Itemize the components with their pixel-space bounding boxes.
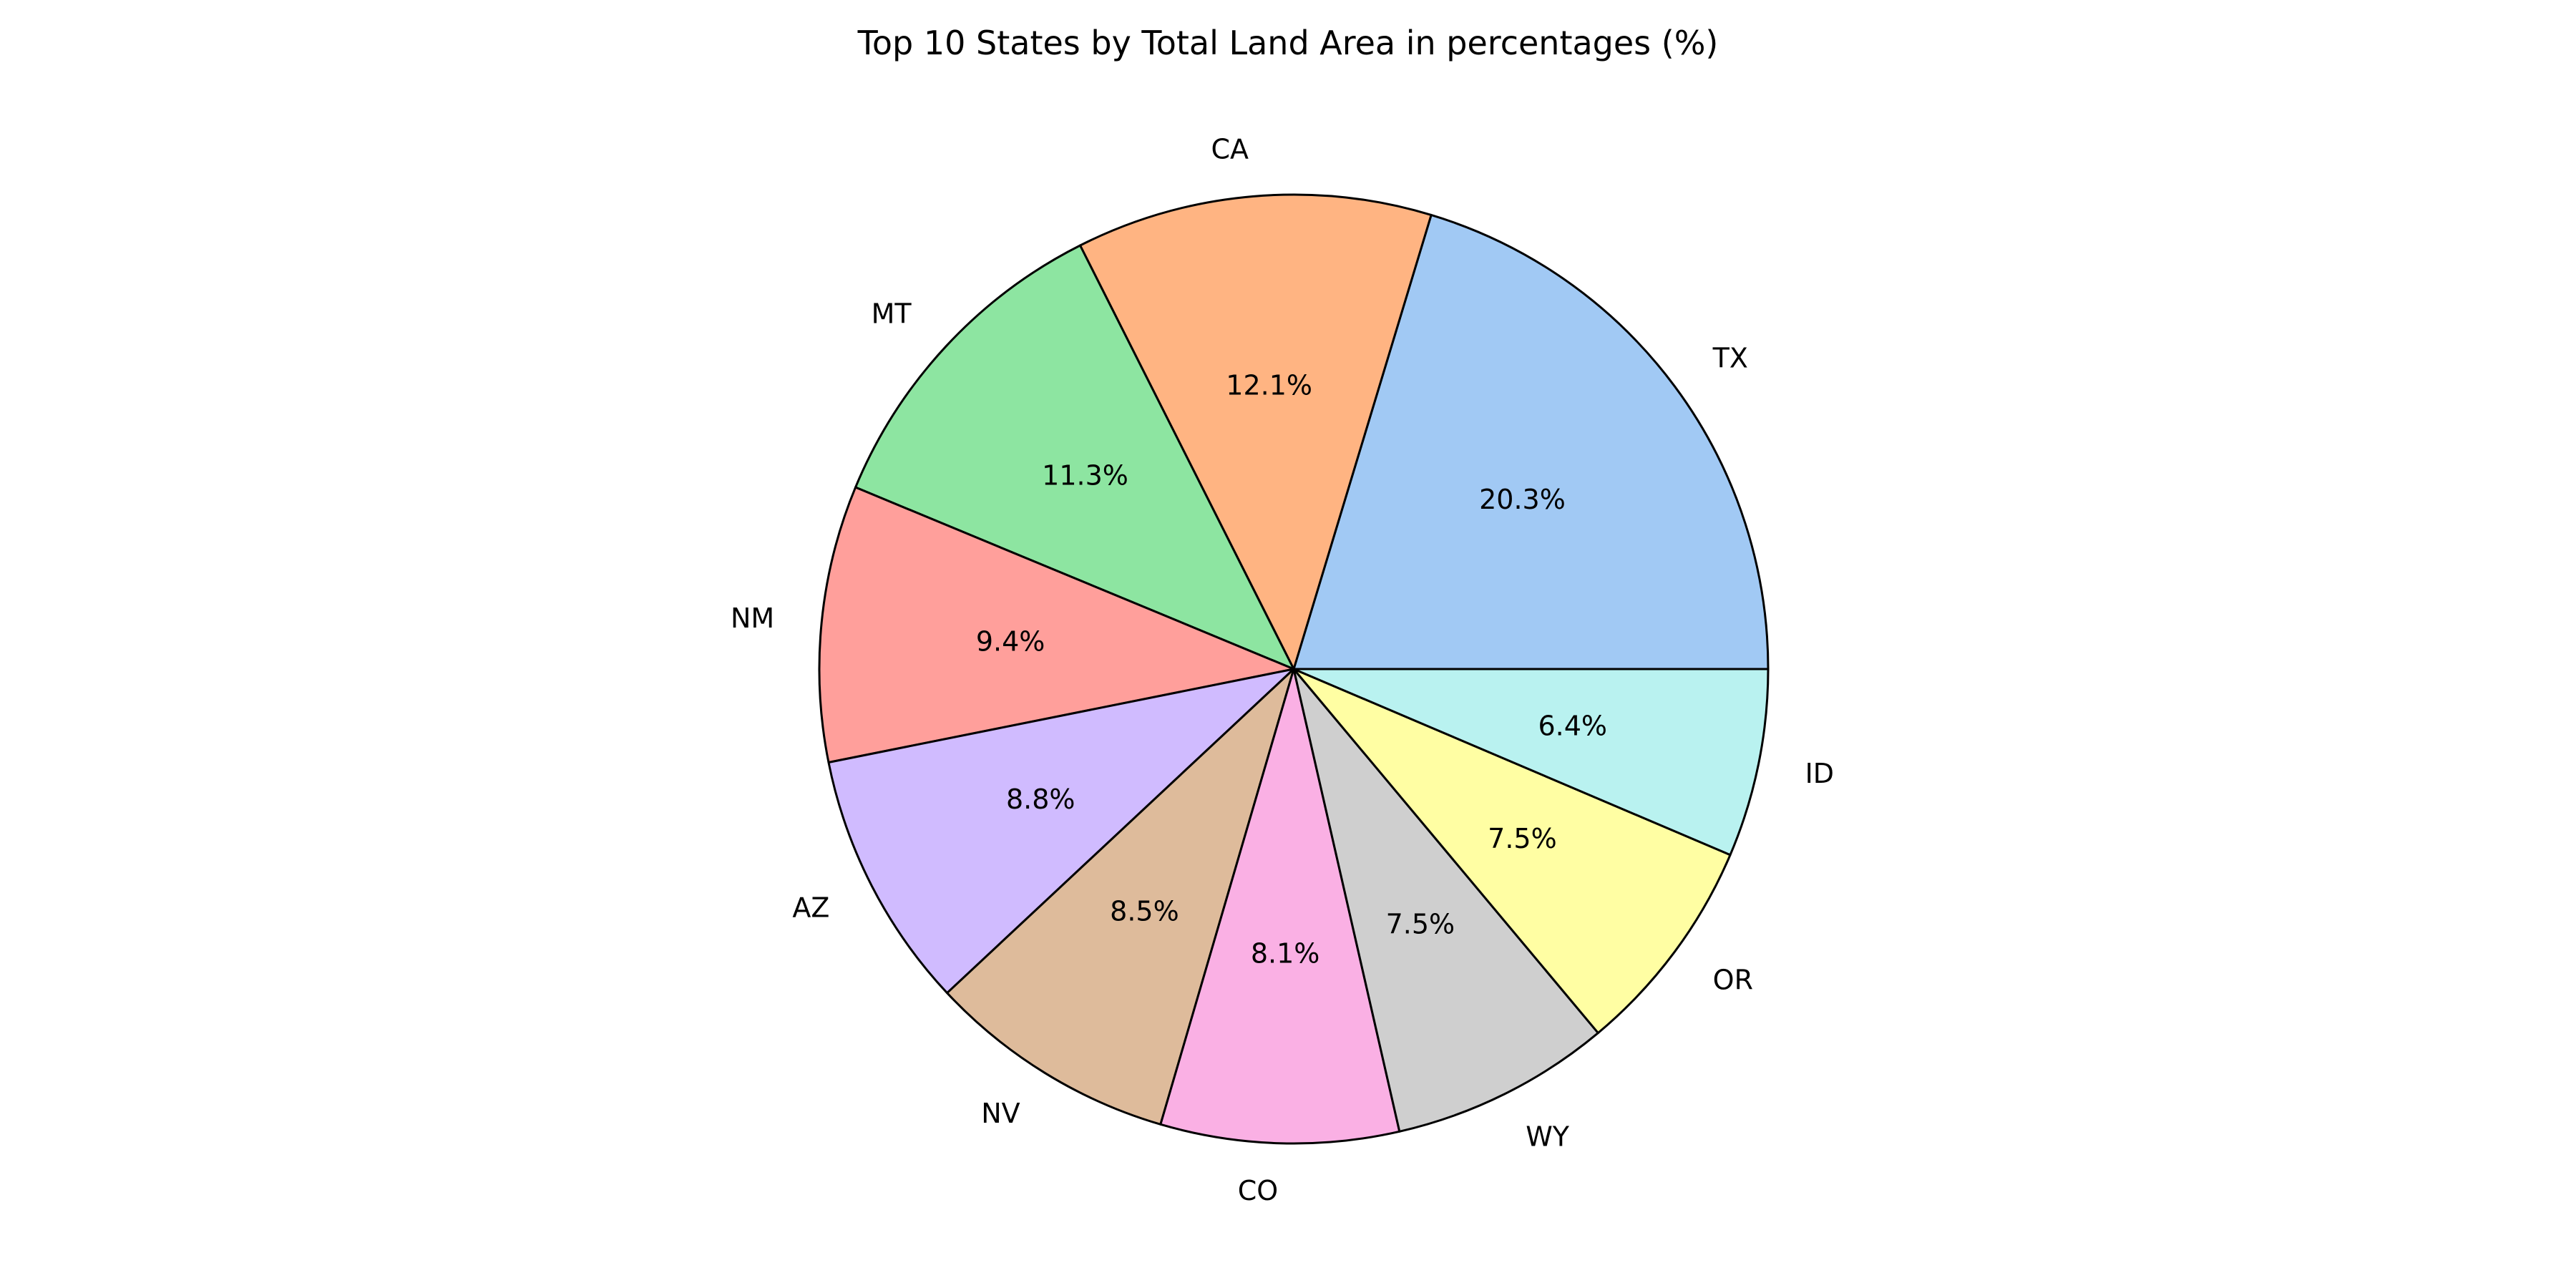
slice-label-ca: CA (1211, 133, 1249, 165)
pie-slice-co (1159, 668, 1401, 1145)
slice-percent-ca: 12.1% (1226, 370, 1312, 401)
slice-percent-co: 8.1% (1251, 938, 1320, 970)
slice-label-tx: TX (1712, 342, 1748, 374)
slice-label-co: CO (1238, 1175, 1278, 1206)
slice-percent-mt: 11.3% (1042, 459, 1128, 491)
slice-label-nv: NV (981, 1098, 1020, 1129)
slice-percent-or: 7.5% (1488, 823, 1557, 854)
pie-slice-nm (818, 486, 1295, 763)
pie-slice-nv (946, 668, 1295, 1126)
slices-layer (818, 193, 1770, 1145)
slice-label-az: AZ (792, 892, 829, 923)
pie-slice-ca (1079, 193, 1433, 670)
pie-slice-wy (1292, 668, 1599, 1133)
slice-percent-nm: 9.4% (976, 625, 1045, 657)
labels-layer: TX 20.3% CA 12.1% MT 11.3% NM 9.4% AZ 8.8% NV 8.5% C… (731, 133, 1834, 1206)
slice-percent-az: 8.8% (1006, 784, 1075, 815)
slice-percent-wy: 7.5% (1386, 908, 1455, 940)
slice-percent-id: 6.4% (1538, 711, 1607, 742)
chart-title: Top 10 States by Total Land Area in perc… (857, 24, 1719, 62)
slice-label-or: OR (1713, 965, 1753, 996)
slice-percent-tx: 20.3% (1479, 484, 1566, 515)
pie-slice-or (1292, 668, 1732, 1035)
slice-percent-nv: 8.5% (1110, 896, 1179, 927)
pie-slice-mt (854, 244, 1295, 670)
slice-label-id: ID (1805, 758, 1834, 789)
slice-label-nm: NM (731, 602, 774, 634)
pie-slice-tx (1292, 213, 1770, 670)
slice-label-wy: WY (1526, 1121, 1570, 1152)
pie-slice-id (1292, 668, 1770, 857)
pie-slice-az (827, 668, 1295, 995)
slice-label-mt: MT (872, 298, 912, 330)
